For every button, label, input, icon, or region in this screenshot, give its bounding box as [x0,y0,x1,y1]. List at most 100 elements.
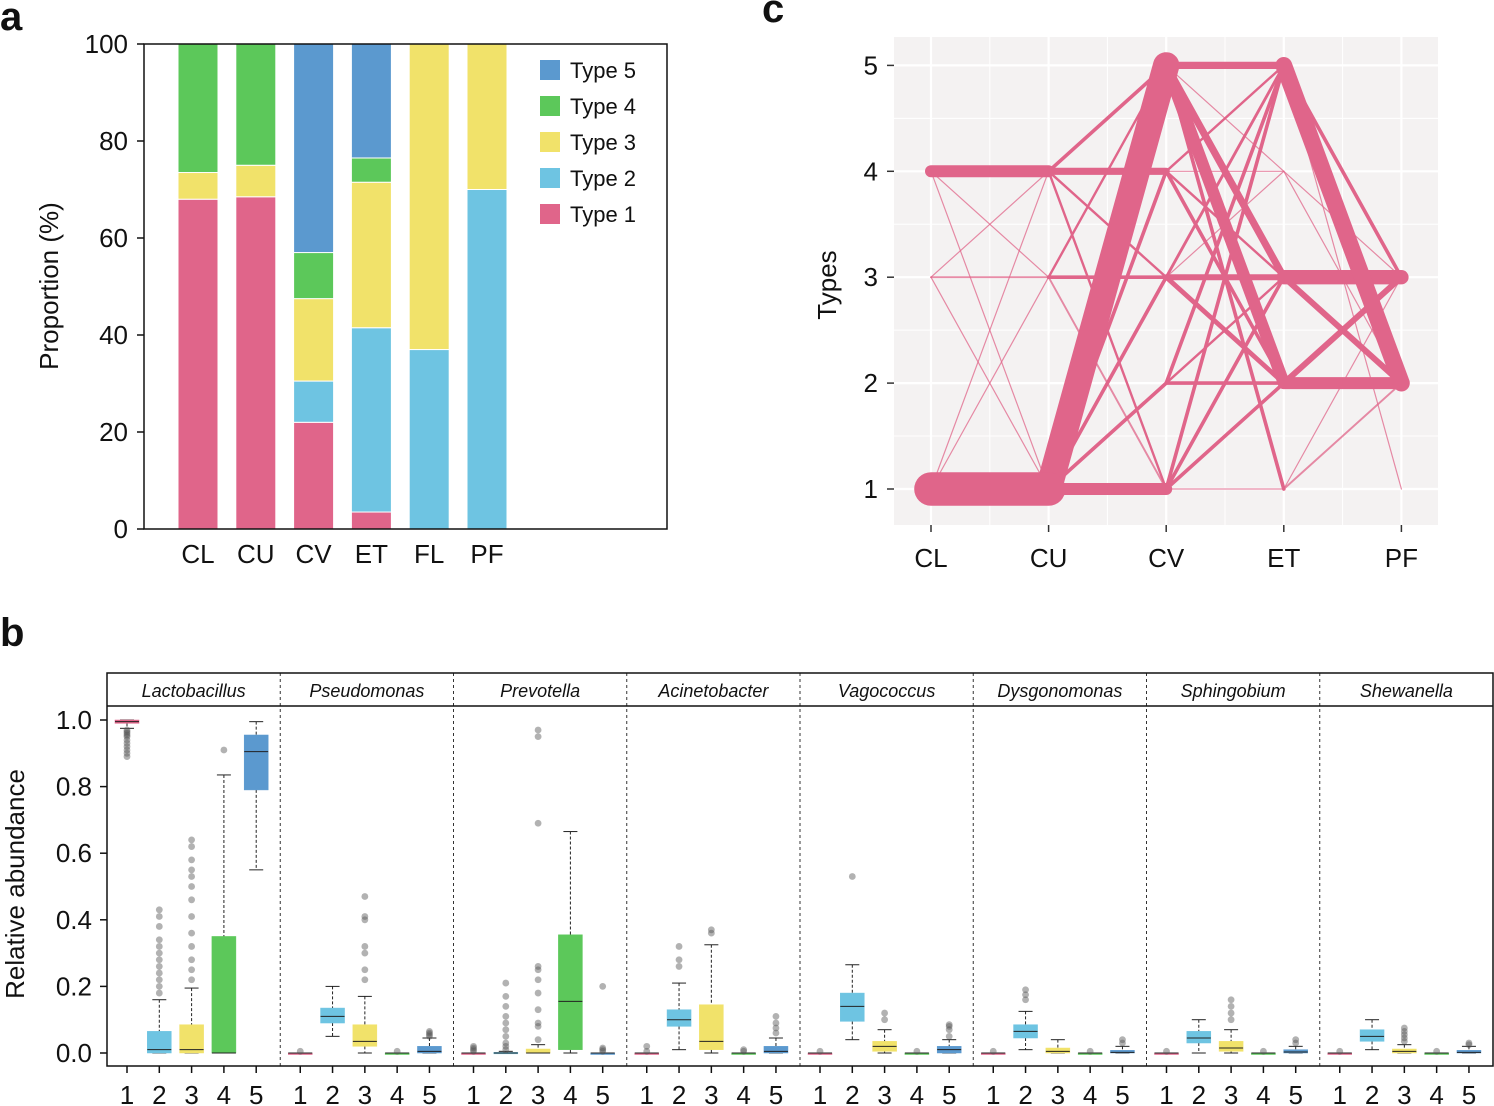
x-tick-label-cl: CL [914,543,947,573]
y-tick-label-0.0: 0.0 [56,1038,92,1068]
outlier-point [155,963,163,970]
y-tick-label-0.2: 0.2 [56,971,92,1001]
box-shewanella-type4 [1424,1047,1449,1055]
outlier-point [123,736,131,744]
outlier-point [913,1047,921,1055]
outlier-point [470,1046,477,1054]
bar-et-type5 [350,43,392,159]
y-tick-label-0.4: 0.4 [56,905,92,935]
panel-label-b: b [0,611,24,655]
outlier-point [1227,1016,1235,1024]
flow-et5-to-pf2 [1275,57,1410,392]
x-tick-label-1: 1 [1159,1080,1173,1106]
outlier-point [426,1029,433,1037]
box-shewanella-type2 [1359,1019,1385,1051]
x-tick-label-cu: CU [237,539,275,569]
x-tick-label-5: 5 [1115,1080,1129,1106]
outlier-point [188,966,196,974]
outlier-point [675,956,683,964]
outlier-point [599,1044,607,1052]
x-tick-label-3: 3 [358,1080,372,1106]
outlier-point [123,749,131,757]
box-lactobacillus-type4 [211,746,237,1054]
box-iqr [1045,1047,1071,1054]
outlier-point [361,943,369,950]
panel-a-axes: CL CU CV ET FL PF 0 20 40 60 80 100 [85,29,504,569]
facet-pseudomonas: Pseudomonas [279,673,442,1066]
outlier-point [675,943,683,950]
box-shewanella-type5 [1456,1039,1482,1054]
outlier-point [426,1031,433,1039]
x-tick-label-1: 1 [1333,1080,1347,1106]
panel-a-frame [143,43,668,530]
outlier-point [470,1044,477,1052]
y-tick-label-1: 1 [864,474,878,504]
outlier-point [534,989,542,997]
outlier-point [393,1047,401,1055]
facet-vagococcus: Vagococcus [799,673,962,1066]
outlier-point [707,926,715,934]
box-sphingobium-type5 [1283,1036,1308,1054]
outlier-point [155,923,163,930]
outlier-point [188,896,196,904]
outlier-point [772,1029,780,1037]
bar-et-type4 [350,157,392,183]
panel-a-y-axis-label: Proportion (%) [34,202,64,370]
bar-cu-type4 [235,43,277,166]
outlier-point [1400,1024,1408,1032]
box-iqr [1359,1029,1385,1042]
box-pseudomonas-type3 [352,893,378,1054]
box-dysgonomonas-type1 [981,1047,1006,1055]
outlier-point [1227,1002,1235,1010]
outlier-point [534,819,542,827]
outlier-point [1022,986,1029,994]
x-tick-label-5: 5 [942,1080,956,1106]
box-lactobacillus-type5 [243,721,269,871]
box-iqr [1456,1050,1482,1054]
x-tick-label-4: 4 [217,1080,231,1106]
y-tick-label-4: 4 [864,156,878,186]
bar-cl-type1 [177,198,219,530]
outlier-point [155,906,163,914]
box-prevotella-type3 [525,726,551,1054]
bar-et-type3 [350,181,392,329]
outlier-point [502,1032,510,1040]
outlier-point [772,1019,780,1027]
box-iqr [352,1024,378,1047]
x-tick-label-4: 4 [736,1080,750,1106]
outlier-point [534,976,542,984]
outlier-point [599,1046,607,1054]
outlier-point [155,949,163,957]
x-tick-label-2: 2 [499,1080,513,1106]
outlier-point [989,1047,997,1055]
x-tick-label-3: 3 [1397,1080,1411,1106]
x-tick-label-1: 1 [640,1080,654,1106]
outlier-point [1465,1039,1473,1047]
facet-lactobacillus: Lactobacillus [114,681,269,1054]
box-acinetobacter-type4 [731,1046,756,1055]
outlier-point [155,943,163,950]
panel-label-a: a [0,0,23,39]
outlier-point [155,936,163,944]
x-tick-label-2: 2 [1192,1080,1206,1106]
outlier-point [155,969,163,977]
x-tick-label-fl: FL [414,539,444,569]
box-iqr [558,934,583,1050]
facet-shewanella: Shewanella [1319,673,1482,1066]
x-tick-label-2: 2 [1018,1080,1032,1106]
x-tick-label-4: 4 [910,1080,924,1106]
facet-sphingobium: Sphingobium [1146,673,1308,1066]
outlier-point [1022,991,1029,999]
legend-swatch-type1 [540,204,560,224]
legend-label-type2: Type 2 [570,166,636,191]
outlier-point [361,916,369,924]
outlier-point [1292,1036,1300,1044]
panel-b-boxplot-chart: Lactobacillus Pseudomonas Prevotella Acinet… [0,672,1494,1106]
outlier-point [534,1036,542,1044]
flow-cv1-to-et2 [1164,381,1286,491]
flow-cu4-to-cv3 [1047,170,1168,279]
outlier-point [155,976,163,984]
outlier-point [155,983,163,990]
box-dysgonomonas-type5 [1110,1036,1135,1054]
